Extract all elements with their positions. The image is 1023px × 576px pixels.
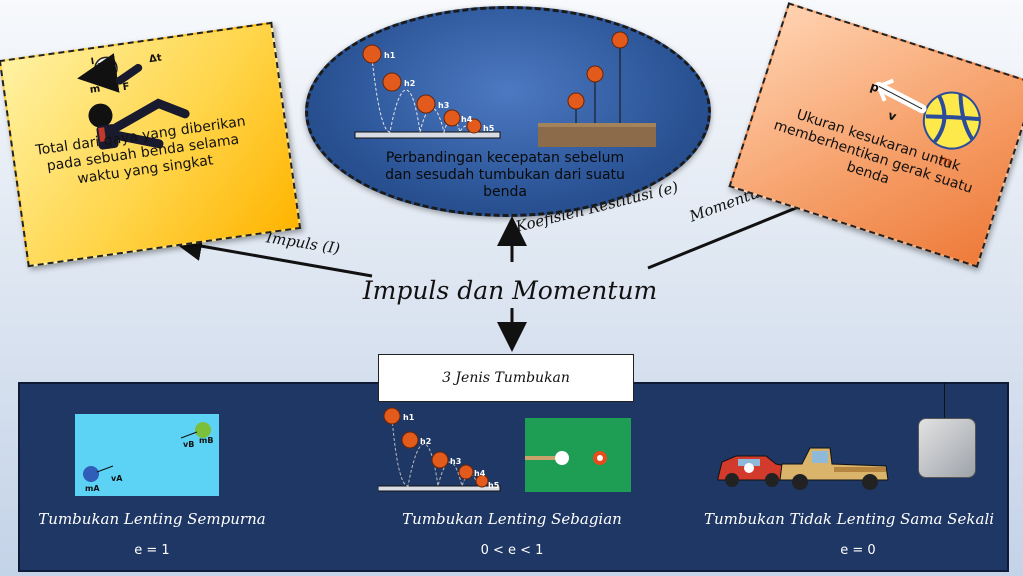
equation-inelastic: e = 0 [840, 543, 876, 558]
height-label-h4: h4 [461, 115, 473, 124]
label-vb: vB [183, 440, 195, 449]
partial-h3: h3 [450, 457, 461, 466]
inelastic-collision-image [717, 447, 889, 490]
label-mb: mB [199, 436, 214, 445]
symbol-dt: Δt [148, 53, 162, 66]
kick-illustration: I m F Δt [77, 53, 190, 150]
label-ma: mA [85, 484, 100, 493]
symbol-impuls: I [90, 57, 95, 67]
momentum-card: p v m [728, 2, 1023, 268]
bounce-illustration: h1 h2 h3 h4 h5 [354, 44, 501, 139]
main-title: Impuls dan Momentum [362, 276, 658, 305]
caption-partial: Tumbukan Lenting Sebagian [402, 510, 622, 528]
yellow-truck [779, 447, 889, 490]
restitusi-description: Perbandingan kecepatan sebelum dan sesud… [385, 150, 625, 200]
pendulum-string [944, 382, 945, 422]
label-va: vA [111, 474, 123, 483]
height-label-h5: h5 [483, 124, 495, 133]
partial-h4: h4 [474, 469, 486, 478]
partial-collision-image: h1 h2 h3 h4 h5 [378, 407, 501, 492]
height-label-h3: h3 [438, 101, 449, 110]
symbol-velocity: v [886, 108, 898, 124]
equation-partial: 0 < e < 1 [480, 543, 544, 558]
partial-h2: h2 [420, 437, 431, 446]
height-label-h2: h2 [404, 79, 415, 88]
equation-elastic: e = 1 [134, 543, 170, 558]
impuls-card: I m F Δt [0, 21, 302, 268]
symbol-mass: m [89, 83, 101, 95]
restitusi-ellipse [305, 6, 711, 217]
arrow-impuls [172, 231, 373, 278]
drop-illustration [538, 31, 656, 147]
caption-inelastic: Tumbukan Tidak Lenting Sama Sekali [703, 510, 995, 528]
symbol-force: F [122, 81, 130, 93]
partial-h1: h1 [403, 413, 415, 422]
symbol-mass-momentum: m [937, 152, 953, 169]
pendulum-block [918, 418, 976, 478]
height-label-h1: h1 [384, 51, 396, 60]
collision-heading: 3 Jenis Tumbukan [378, 354, 634, 402]
volleyball-illustration: p v m [868, 78, 981, 169]
partial-h5: h5 [488, 481, 500, 490]
bounce-balls [362, 44, 482, 134]
caption-elastic: Tumbukan Lenting Sempurna [38, 510, 266, 528]
billiard-image [525, 418, 631, 492]
elastic-collision-image: vB mB vA mA [75, 414, 219, 496]
red-car [717, 455, 787, 487]
